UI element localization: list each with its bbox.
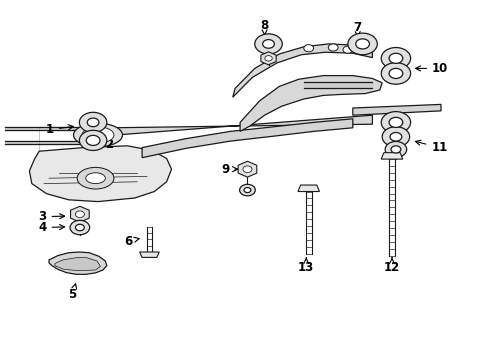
Polygon shape: [71, 206, 89, 222]
Circle shape: [255, 34, 282, 54]
Ellipse shape: [86, 173, 105, 184]
Circle shape: [382, 127, 410, 147]
Circle shape: [381, 112, 411, 133]
Ellipse shape: [82, 127, 114, 143]
Text: 1: 1: [46, 123, 74, 136]
Text: 3: 3: [38, 210, 65, 223]
Circle shape: [70, 220, 90, 235]
Ellipse shape: [77, 167, 114, 189]
Text: 10: 10: [416, 62, 448, 75]
Text: 13: 13: [298, 258, 315, 274]
Circle shape: [75, 224, 84, 231]
Circle shape: [389, 117, 403, 127]
Circle shape: [348, 33, 377, 55]
Polygon shape: [261, 52, 276, 65]
Text: 6: 6: [124, 235, 139, 248]
Circle shape: [263, 40, 274, 48]
Circle shape: [240, 184, 255, 196]
Circle shape: [381, 48, 411, 69]
Circle shape: [304, 45, 314, 52]
Polygon shape: [29, 146, 172, 202]
Polygon shape: [353, 104, 441, 115]
Circle shape: [86, 135, 100, 145]
Polygon shape: [49, 252, 107, 274]
Text: 2: 2: [96, 138, 114, 150]
Polygon shape: [233, 44, 372, 97]
Text: 8: 8: [261, 19, 269, 35]
Circle shape: [87, 118, 99, 127]
Circle shape: [244, 188, 251, 193]
Polygon shape: [304, 82, 372, 88]
Polygon shape: [240, 76, 382, 131]
Polygon shape: [55, 257, 100, 271]
Circle shape: [389, 53, 403, 63]
Circle shape: [356, 39, 369, 49]
Circle shape: [381, 63, 411, 84]
Circle shape: [385, 141, 407, 157]
Circle shape: [328, 44, 338, 51]
Polygon shape: [238, 161, 257, 177]
Polygon shape: [298, 185, 319, 192]
Circle shape: [75, 211, 84, 217]
Text: 7: 7: [354, 21, 362, 37]
Text: 4: 4: [38, 221, 65, 234]
Text: 9: 9: [221, 163, 238, 176]
Polygon shape: [140, 252, 159, 257]
Circle shape: [391, 146, 401, 153]
Text: 11: 11: [416, 140, 447, 154]
Text: 12: 12: [384, 258, 400, 274]
Circle shape: [389, 68, 403, 78]
Text: 5: 5: [69, 284, 76, 301]
Circle shape: [343, 46, 353, 53]
Circle shape: [79, 112, 107, 132]
Ellipse shape: [74, 123, 122, 147]
Polygon shape: [5, 127, 108, 130]
Circle shape: [243, 166, 252, 172]
Polygon shape: [83, 115, 372, 138]
Polygon shape: [381, 153, 403, 159]
Circle shape: [390, 132, 402, 141]
Circle shape: [79, 130, 107, 150]
Circle shape: [265, 55, 272, 61]
Polygon shape: [142, 119, 353, 158]
Polygon shape: [5, 141, 108, 144]
